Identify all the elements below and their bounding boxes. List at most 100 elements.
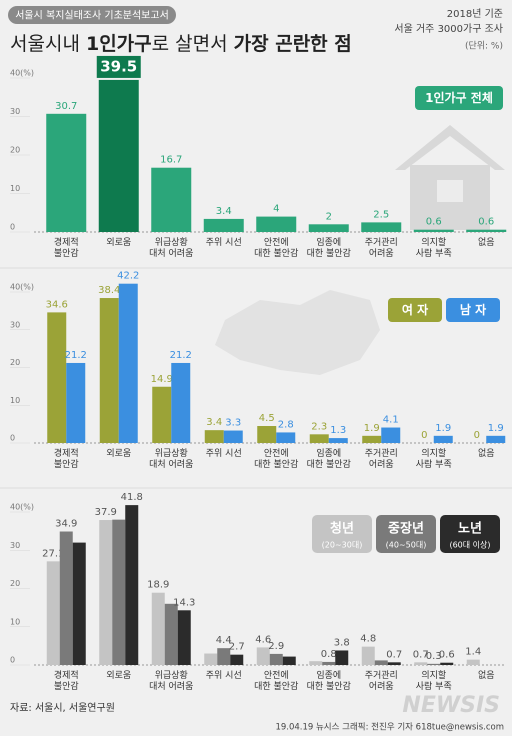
y-tick-label: 10 <box>10 184 20 193</box>
x-tick-line: 대처 어려움 <box>149 458 193 470</box>
tag-box <box>8 6 176 24</box>
legend-label: 여 자 <box>402 302 428 317</box>
y-tick-label: 10 <box>10 396 20 405</box>
y-tick-label: 30 <box>10 541 20 550</box>
x-tick-line: 대한 불안감 <box>254 458 298 470</box>
bar <box>98 79 139 232</box>
title-part: 1인가구 <box>86 33 152 55</box>
bar <box>256 216 297 232</box>
x-tick-label: 위급상황 대처 어려움 <box>149 448 193 470</box>
legend-note: (40~50대) <box>386 541 427 550</box>
x-tick-label: 임종에 대한 불안감 <box>307 236 351 259</box>
bar <box>46 561 60 665</box>
bar <box>466 229 507 232</box>
value-label: 0.8 <box>321 649 337 660</box>
x-tick-line: 불안감 <box>54 680 79 692</box>
x-tick-label: 없음 <box>478 670 495 681</box>
value-label: 3.3 <box>225 418 241 429</box>
bar <box>440 662 454 665</box>
bar <box>256 647 270 665</box>
bar <box>151 592 165 665</box>
bar <box>47 312 67 443</box>
x-tick-label: 경제적 불안감 <box>54 669 79 692</box>
x-tick-line: 사람 부족 <box>416 247 452 259</box>
x-tick-line: 안전에 <box>264 448 289 459</box>
x-tick-label: 주위 시선 <box>206 670 242 681</box>
x-tick-label: 주거관리 어려움 <box>365 670 398 692</box>
value-label: 1.9 <box>435 423 451 434</box>
y-tick-label: 20 <box>10 146 20 155</box>
value-label: 2 <box>326 211 332 222</box>
x-tick-line: 주위 시선 <box>206 448 242 459</box>
value-label: 14.3 <box>173 597 195 608</box>
map-silhouette <box>215 290 380 375</box>
x-tick-line: 주거관리 <box>365 448 398 459</box>
value-label: 1.3 <box>330 425 346 436</box>
bar <box>335 650 349 665</box>
bar <box>361 646 375 665</box>
x-tick-label: 의지할 사람 부족 <box>416 237 452 259</box>
title-part: 로 살면서 <box>152 33 234 55</box>
x-tick-line: 대한 불안감 <box>307 247 351 259</box>
bar <box>276 432 296 443</box>
house-icon <box>395 125 505 230</box>
credit: 19.04.19 뉴시스 그래픽: 전진우 기자 618tue@newsis.c… <box>275 722 504 733</box>
x-tick-label: 위급상황 대처 어려움 <box>149 237 193 259</box>
x-tick-line: 없음 <box>478 448 495 459</box>
x-tick-label: 외로움 <box>106 236 131 248</box>
legend-label: 노년 <box>458 522 482 537</box>
x-tick-line: 대한 불안감 <box>307 458 351 470</box>
bar <box>46 113 87 232</box>
x-tick-line: 주거관리 <box>365 670 398 681</box>
value-label: 4.6 <box>255 634 271 645</box>
value-label: 2.5 <box>373 209 389 220</box>
legend-box <box>388 298 442 322</box>
value-label: 18.9 <box>147 580 169 591</box>
value-label: 1.9 <box>364 423 380 434</box>
x-tick-line: 외로움 <box>106 447 131 459</box>
value-label: 4.8 <box>360 634 376 645</box>
bar <box>257 426 277 443</box>
x-tick-line: 대처 어려움 <box>149 680 193 692</box>
x-tick-label: 안전에 대한 불안감 <box>254 448 298 470</box>
x-tick-line: 안전에 <box>264 237 289 248</box>
title-part: 서울시내 <box>10 33 86 55</box>
bar <box>125 505 139 665</box>
bar <box>223 430 243 443</box>
value-label: 2.7 <box>229 642 245 653</box>
bar <box>362 435 382 443</box>
tag: 서울시 복지실태조사 기초분석보고서 <box>15 10 169 22</box>
legend-box <box>376 515 436 553</box>
x-tick-line: 위급상황 <box>155 237 188 248</box>
bar <box>112 519 126 665</box>
y-tick-label: 20 <box>10 358 20 367</box>
bar <box>414 662 428 665</box>
x-tick-line: 안전에 <box>264 670 289 681</box>
x-tick-line: 대한 불안감 <box>254 247 298 259</box>
x-tick-line: 위급상황 <box>155 448 188 459</box>
value-label: 16.7 <box>160 155 182 166</box>
value-label: 2.8 <box>278 419 294 430</box>
x-tick-line: 어려움 <box>369 681 394 692</box>
x-tick-label: 외로움 <box>106 447 131 459</box>
bar <box>72 542 86 665</box>
value-label: 2.3 <box>311 421 327 432</box>
value-label: 4 <box>273 204 279 215</box>
x-tick-line: 주위 시선 <box>206 670 242 681</box>
bar <box>308 224 349 232</box>
bar <box>151 167 192 232</box>
y-tick-label: 0 <box>10 434 15 443</box>
value-label: 1.9 <box>488 423 504 434</box>
x-tick-label: 주위 시선 <box>206 237 242 248</box>
bar <box>374 660 388 665</box>
bar <box>204 430 224 443</box>
value-label: 37.9 <box>95 507 117 518</box>
title-part: 가장 곤란한 점 <box>234 33 352 55</box>
value-label: 0.6 <box>439 650 455 661</box>
x-tick-label: 없음 <box>478 237 495 248</box>
bar <box>269 653 283 665</box>
bar <box>328 438 348 443</box>
bar <box>66 362 86 443</box>
value-label: 4.4 <box>216 635 232 646</box>
value-label: 0.7 <box>413 649 429 660</box>
